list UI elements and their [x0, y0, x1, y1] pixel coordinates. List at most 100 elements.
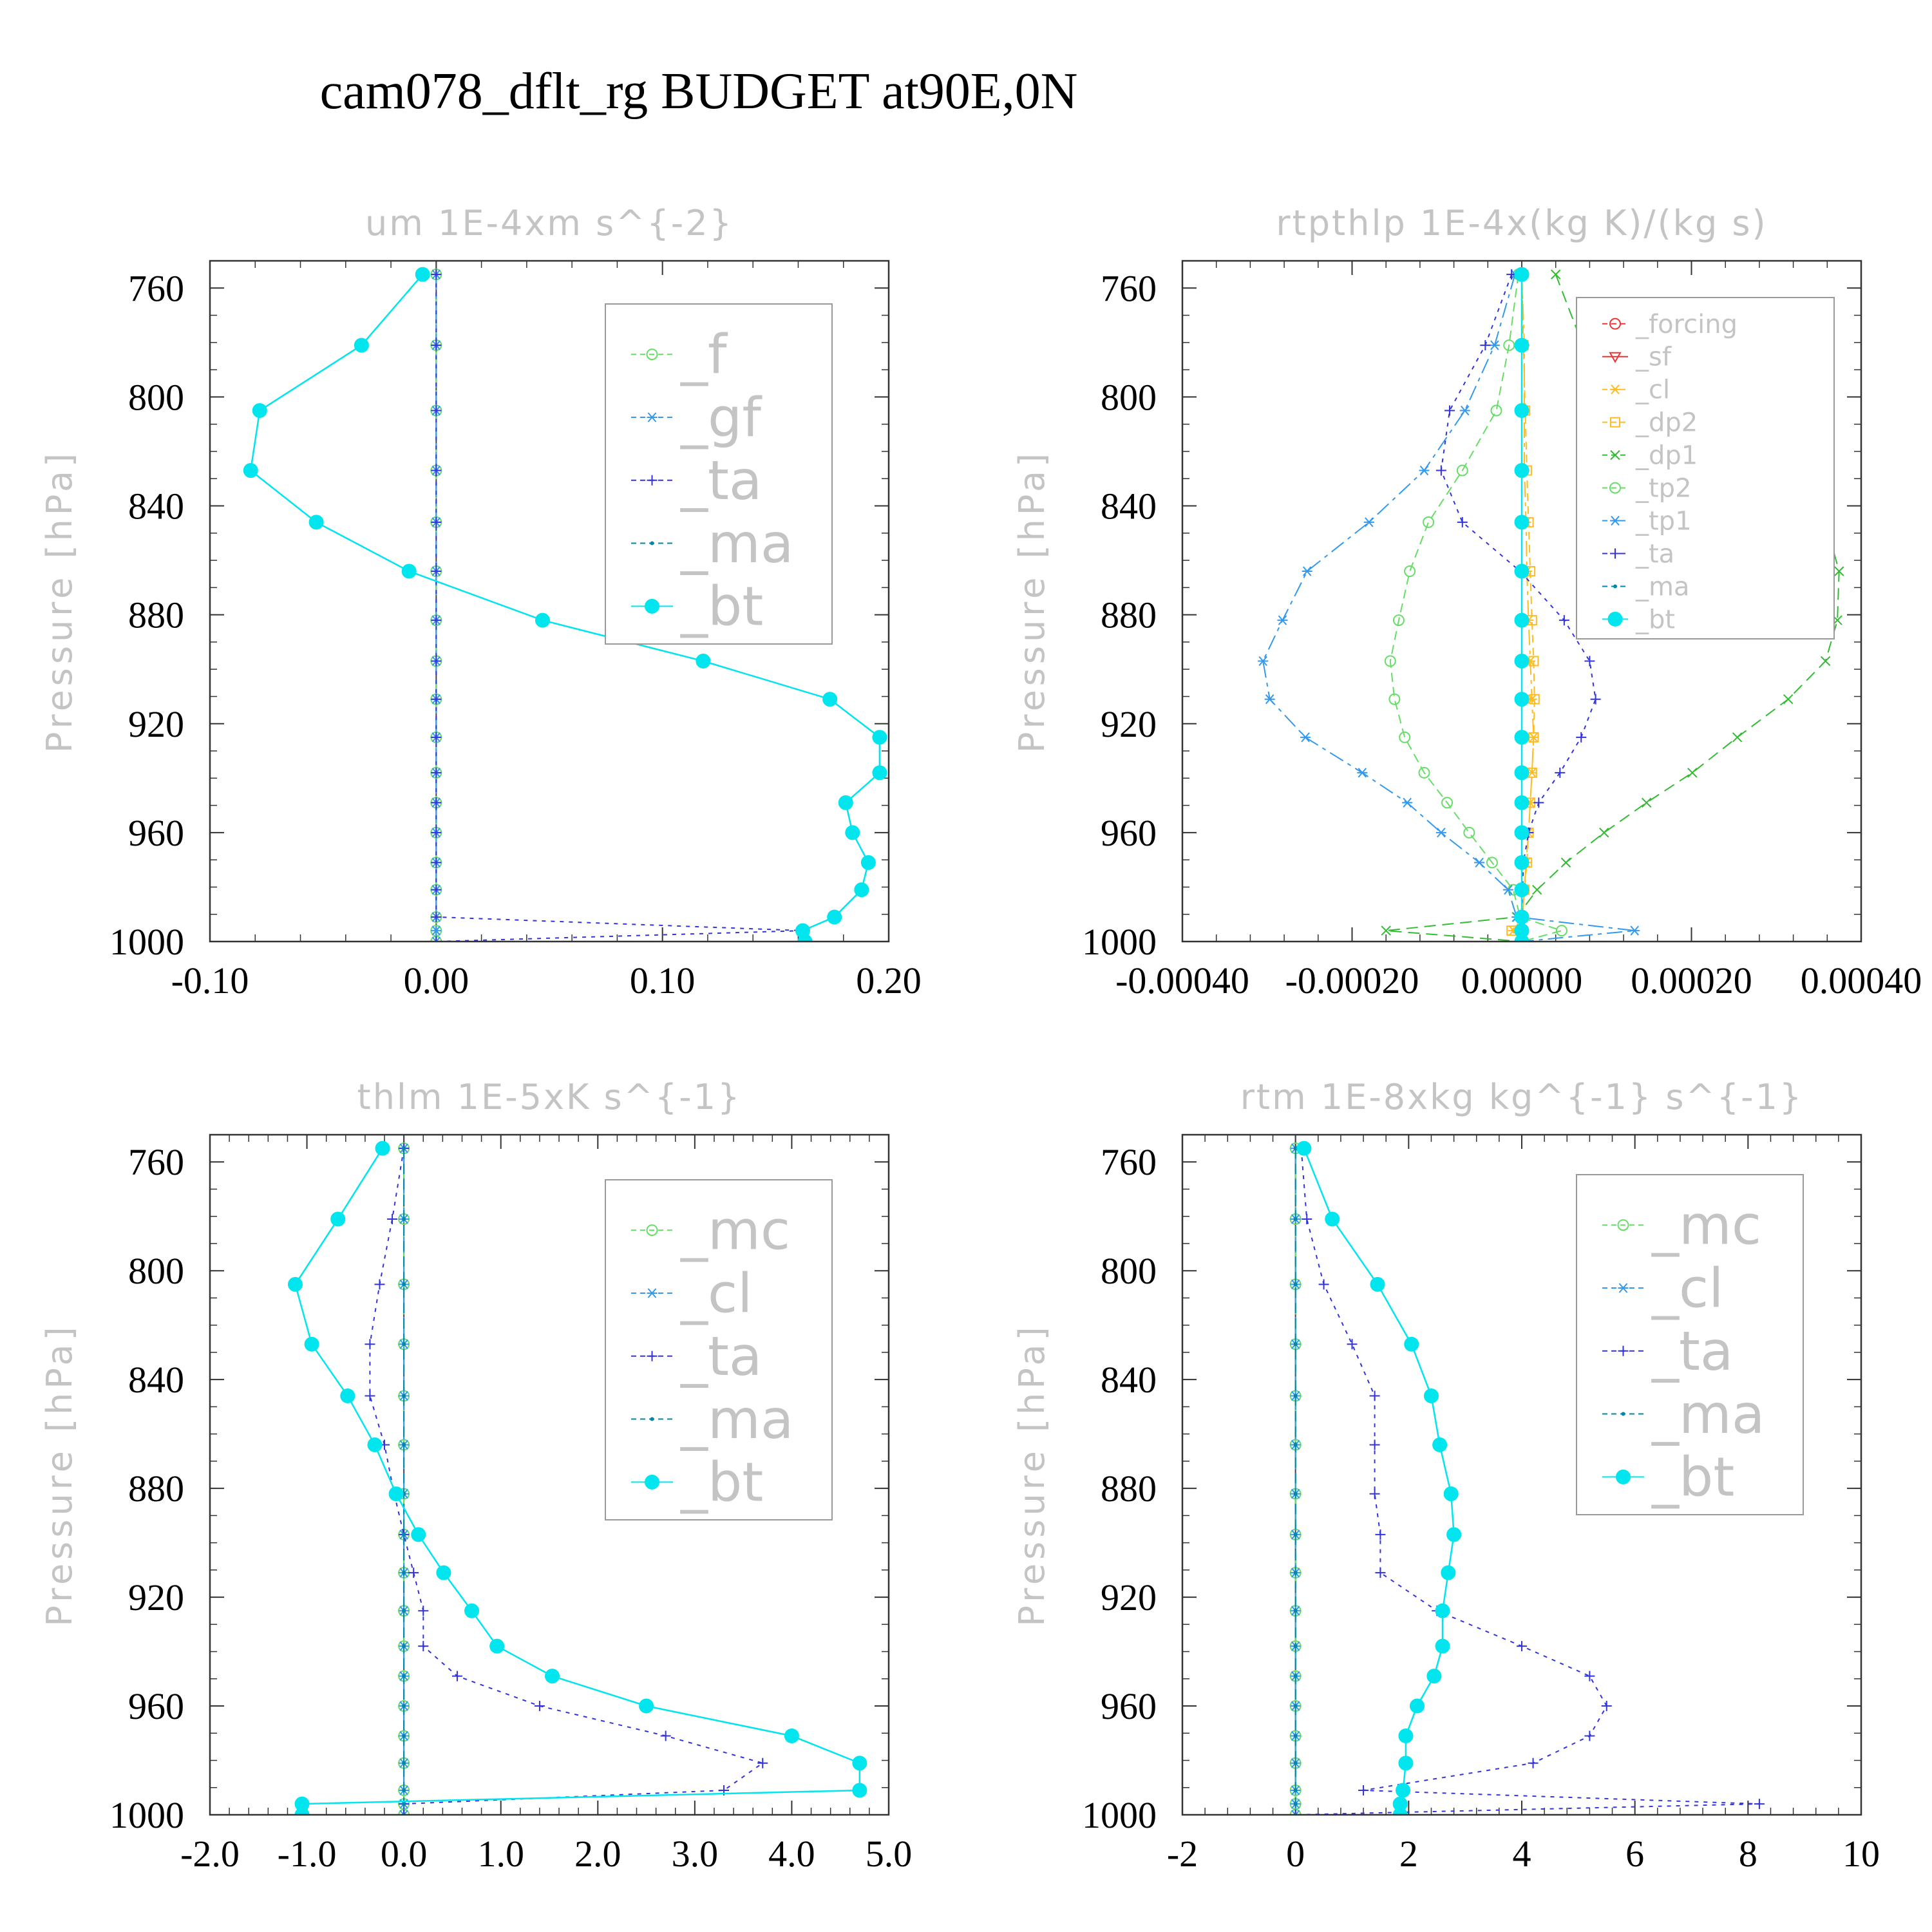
data-point [431, 925, 442, 936]
data-point [1528, 1757, 1539, 1768]
data-point [872, 765, 887, 781]
legend-label: _ma [1635, 572, 1689, 601]
y-tick-label: 880 [1101, 594, 1157, 636]
data-point [387, 1213, 398, 1224]
data-point [1502, 885, 1513, 895]
plot-frame [1181, 260, 1862, 943]
data-point [1435, 1603, 1450, 1618]
legend-label: _gf [680, 386, 762, 449]
data-point [418, 1641, 429, 1652]
data-point [872, 730, 887, 745]
legend-label: _sf [1635, 343, 1672, 372]
x-tick-label: 0 [1286, 1833, 1305, 1875]
y-tick-label: 920 [128, 703, 184, 745]
series-line [1440, 274, 1596, 942]
data-point [1443, 1486, 1459, 1502]
legend-label: _dp1 [1635, 441, 1698, 471]
data-point [1463, 826, 1475, 838]
data-point [1514, 825, 1530, 840]
legend-marker [1618, 1283, 1629, 1293]
data-point [1290, 1810, 1301, 1815]
data-point [415, 267, 430, 282]
data-point [1426, 1669, 1442, 1684]
data-point [1550, 269, 1561, 279]
y-tick-label: 1000 [109, 921, 184, 963]
legend-label: _bt [680, 575, 763, 638]
data-point [1293, 1734, 1298, 1738]
data-point [1820, 656, 1831, 667]
data-point [1293, 1802, 1298, 1806]
data-point [402, 1802, 406, 1806]
data-point [1514, 654, 1530, 669]
data-point [402, 1394, 406, 1398]
data-point [451, 1671, 462, 1681]
y-tick-label: 960 [1101, 812, 1157, 854]
data-point [1357, 768, 1368, 778]
data-point [1423, 516, 1435, 528]
data-point [402, 1342, 406, 1347]
chart-panel: rtpthlp 1E-4x(kg K)/(kg s) Pressure [hPa]… [1012, 203, 1922, 1001]
legend-label: _forcing [1635, 310, 1738, 339]
data-point [431, 732, 442, 743]
data-point [431, 340, 442, 351]
data-point [431, 767, 442, 778]
data-point [797, 934, 813, 942]
legend-box [605, 303, 833, 645]
data-point [418, 1605, 429, 1616]
data-point [431, 857, 442, 868]
y-tick-label: 1000 [109, 1794, 184, 1836]
data-point [1392, 614, 1405, 627]
x-tick-label: 0.00020 [1631, 960, 1752, 1001]
data-point [1404, 1336, 1419, 1352]
y-tick-label: 800 [1101, 1250, 1157, 1292]
x-tick-label: -2.0 [180, 1833, 240, 1875]
data-point [1264, 694, 1275, 705]
plot-area [243, 267, 887, 942]
data-point [1369, 1390, 1380, 1401]
data-point [402, 1217, 406, 1221]
x-tick-label: 0.0 [381, 1833, 428, 1875]
data-point [1514, 934, 1530, 942]
data-point [1300, 732, 1311, 743]
legend-label: _ta [1651, 1320, 1733, 1383]
data-point [408, 1567, 419, 1578]
data-point [402, 1146, 406, 1151]
y-tick-label: 760 [128, 1141, 184, 1183]
data-point [660, 1730, 671, 1741]
data-point [1293, 1394, 1298, 1398]
data-point [1514, 882, 1530, 898]
data-point [827, 909, 842, 925]
x-tick-label: 0.00 [404, 960, 469, 1001]
data-point [1410, 1698, 1425, 1714]
series-line [435, 274, 803, 942]
data-point [1293, 1704, 1298, 1709]
y-tick-label: 960 [128, 1685, 184, 1727]
data-point [1459, 405, 1470, 416]
y-axis-label: Pressure [hPa] [39, 1323, 80, 1626]
data-point [1558, 615, 1569, 626]
data-point [1258, 656, 1269, 667]
data-point [489, 1638, 505, 1654]
x-tick-label: 8 [1739, 1833, 1757, 1875]
data-point [431, 656, 442, 667]
y-tick-label: 880 [128, 594, 184, 636]
data-point [1441, 1565, 1456, 1580]
legend-label: _cl [680, 1262, 753, 1325]
data-point [1347, 1339, 1358, 1350]
plot-frame [1181, 1133, 1862, 1816]
x-tick-label: 1.0 [477, 1833, 524, 1875]
data-point [1599, 828, 1609, 838]
legend-marker [645, 598, 659, 614]
data-point [1293, 1788, 1298, 1792]
x-tick-label: -0.10 [171, 960, 249, 1001]
data-point [340, 1388, 355, 1404]
chart-panel: thlm 1E-5xK s^{-1} Pressure [hPa] -2.0 -1.0… [39, 1077, 912, 1875]
data-point [402, 1609, 406, 1613]
data-point [374, 1279, 385, 1290]
legend-marker [646, 348, 658, 361]
data-point [1435, 828, 1446, 838]
data-point [431, 884, 442, 895]
data-point [1293, 1217, 1298, 1221]
legend-marker [1609, 482, 1621, 494]
y-tick-label: 920 [1101, 1577, 1157, 1618]
